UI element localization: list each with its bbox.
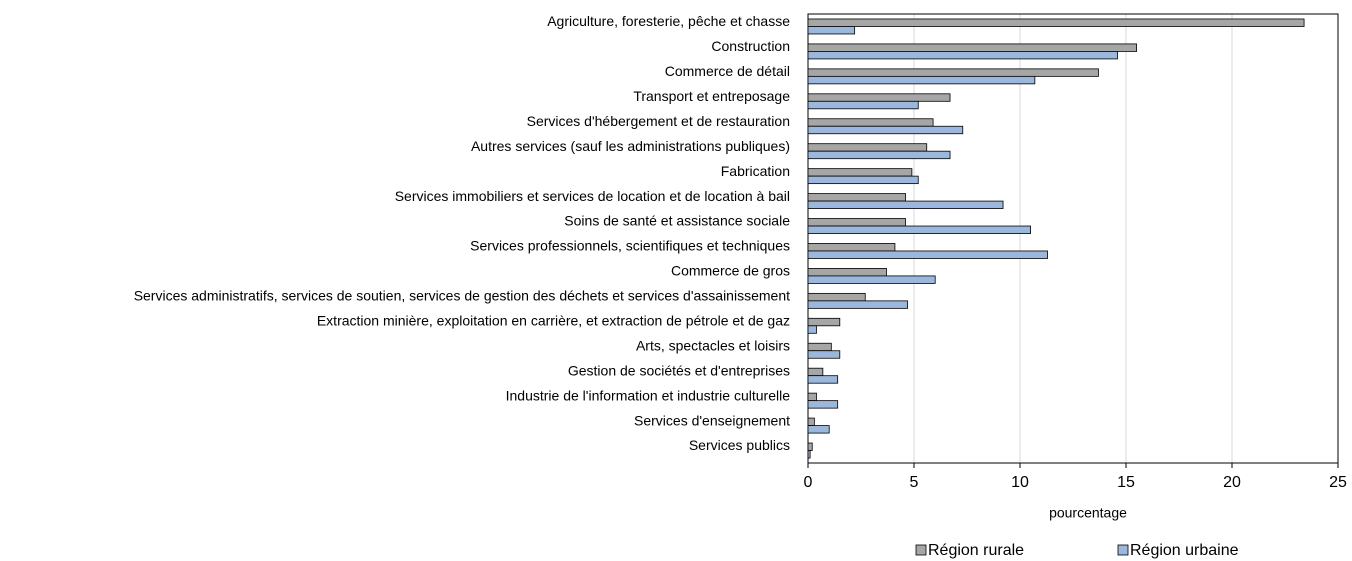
bar — [807, 93, 951, 102]
bar — [807, 150, 951, 160]
bar — [807, 125, 964, 135]
bar — [807, 118, 934, 127]
bar — [807, 68, 1099, 77]
y-tick-label: Arts, spectacles et loisirs — [636, 337, 790, 353]
bar — [807, 18, 1305, 27]
y-tick-label: Services d'enseignement — [634, 412, 790, 428]
y-tick-label: Extraction minière, exploitation en carr… — [317, 313, 790, 329]
bar — [807, 268, 887, 277]
y-tick-label: Autres services (sauf les administration… — [471, 138, 790, 154]
x-tick-label: 0 — [804, 474, 813, 491]
bar — [807, 442, 813, 451]
plot-frame — [807, 13, 1339, 464]
legend-label: Région rurale — [928, 542, 1024, 559]
bar — [807, 317, 841, 327]
y-tick-label: Services immobiliers et services de loca… — [395, 188, 790, 204]
bar — [807, 43, 1138, 52]
bar — [807, 400, 839, 409]
x-tick-label: 20 — [1223, 474, 1241, 491]
y-tick-label: Construction — [711, 38, 790, 54]
bar — [807, 367, 824, 377]
bar — [807, 143, 928, 152]
y-tick-label: Services publics — [689, 437, 790, 453]
bar — [807, 425, 830, 434]
y-tick-label: Commerce de gros — [671, 263, 790, 279]
y-tick-label: Transport et entreposage — [633, 88, 790, 104]
bar — [807, 193, 906, 202]
y-tick-label: Gestion de sociétés et d'entreprises — [568, 362, 790, 378]
y-tick-label: Industrie de l'information et industrie … — [506, 387, 791, 403]
y-tick-label: Services administratifs, services de sou… — [134, 288, 790, 304]
bar — [807, 218, 906, 227]
legend-label: Région urbaine — [1130, 542, 1239, 559]
bar — [807, 375, 839, 384]
y-tick-label: Soins de santé et assistance sociale — [564, 213, 790, 229]
x-tick-label: 15 — [1117, 474, 1135, 491]
y-tick-label: Fabrication — [721, 163, 790, 179]
bar — [807, 417, 815, 426]
bar — [807, 350, 841, 359]
bar — [807, 300, 909, 309]
bar — [807, 392, 817, 402]
bar — [807, 100, 919, 110]
y-tick-label: Services d'hébergement et de restauratio… — [527, 113, 790, 129]
bar — [807, 243, 896, 252]
bar — [807, 200, 1004, 209]
bar — [807, 225, 1032, 234]
bar — [807, 275, 936, 284]
bar — [807, 250, 1048, 259]
legend-swatch — [915, 544, 927, 556]
bar — [807, 325, 817, 334]
y-tick-label: Services professionnels, scientifiques e… — [470, 238, 790, 254]
bar — [807, 75, 1036, 85]
bar — [807, 175, 919, 185]
bar — [807, 292, 866, 302]
bar — [807, 342, 832, 352]
bar — [807, 450, 811, 459]
x-tick-label: 5 — [910, 474, 919, 491]
x-tick-label: 25 — [1329, 474, 1347, 491]
x-tick-label: 10 — [1011, 474, 1029, 491]
bar — [807, 51, 1118, 60]
legend-swatch — [1117, 544, 1129, 556]
bar — [807, 26, 856, 35]
y-tick-label: Commerce de détail — [665, 63, 790, 79]
bar — [807, 168, 913, 177]
y-tick-label: Agriculture, foresterie, pêche et chasse — [547, 13, 790, 29]
x-axis-label: pourcentage — [1049, 505, 1127, 521]
